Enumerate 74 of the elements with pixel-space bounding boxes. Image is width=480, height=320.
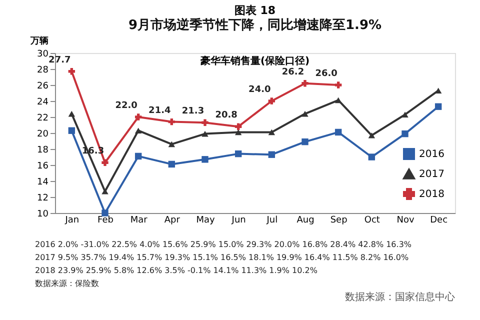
text: 2017 9.5% 35.7% 19.4% 15.7% 19.3% 15.1% 16.5% 18.1% 19.9% 16.4% 11.5% 8.2% 16.0% [35, 253, 410, 262]
point [134, 114, 142, 120]
point [302, 110, 308, 117]
point [368, 132, 376, 138]
point [368, 154, 376, 160]
point [402, 112, 408, 118]
point [234, 129, 242, 136]
x-tick-label: Jan [64, 216, 80, 226]
point [268, 98, 276, 104]
point [268, 151, 276, 158]
point [102, 159, 108, 166]
point [234, 123, 242, 130]
x-tick-label: Feb [98, 216, 114, 226]
y-tick-label: 16 [37, 162, 49, 172]
y-tick-label: 18 [37, 146, 49, 156]
point [68, 127, 76, 134]
x-tick-label: Oct [364, 216, 380, 226]
point [68, 110, 76, 117]
point [134, 152, 142, 160]
point [168, 160, 176, 168]
annotation: 豪华车销售量(保险口径) [199, 55, 310, 67]
x-tick-label: Jul [266, 216, 278, 226]
y-tick-label: 26 [37, 82, 49, 92]
point [434, 103, 442, 110]
x-tick-label: Mar [130, 216, 148, 226]
x-tick-label: May [196, 216, 216, 226]
source-note: 数据来源：国家信息中心 [345, 291, 455, 303]
data-label: 22.0 [115, 101, 138, 111]
legend-label: 2016 [419, 149, 444, 160]
point [334, 128, 342, 136]
x-tick-label: Jun [230, 216, 246, 226]
legend-label: 2017 [419, 169, 444, 180]
data-label: 24.0 [248, 85, 271, 95]
x-tick-label: Aug [296, 216, 314, 226]
chart-subtitle: 9月市场逆季节性下降，同比增速降至1.9% [128, 17, 382, 33]
data-label: 21.4 [148, 106, 171, 116]
point [202, 156, 208, 163]
point [202, 119, 208, 126]
x-tick-label: Sep [330, 216, 348, 226]
text: 2016 2.0% -31.0% 22.5% 4.0% 15.6% 25.9% 15.0% 29.3% 20.0% 16.8% 28.4% 42.8% 16.3% [35, 240, 412, 249]
y-tick-label: 12 [37, 194, 48, 204]
data-label: 26.2 [282, 67, 304, 78]
point [302, 80, 308, 87]
text: 2018 23.9% 25.9% 5.8% 12.6% 3.5% -0.1% 14.1% 11.3% 1.9% 10.2% [35, 266, 318, 275]
y-tick-label: 24 [37, 98, 49, 108]
x-tick-label: Apr [164, 216, 180, 226]
point [102, 188, 108, 194]
point [402, 130, 408, 138]
y-tick-label: 22 [37, 114, 48, 124]
data-label: 20.8 [215, 110, 238, 121]
point [334, 82, 342, 88]
data-label: 21.3 [182, 106, 204, 117]
point [68, 68, 76, 75]
y-tick-label: 10 [37, 210, 49, 220]
y-tick-label: 30 [37, 50, 49, 60]
chart-title: 图表 18 [234, 4, 276, 17]
data-label: 26.0 [315, 69, 338, 79]
point [334, 97, 342, 104]
point [168, 118, 176, 126]
x-tick-label: Nov [396, 216, 415, 226]
point [234, 150, 242, 158]
legend-label: 2018 [419, 189, 444, 200]
point [302, 138, 308, 146]
point [134, 128, 142, 134]
y-axis-title: 万辆 [30, 36, 48, 46]
y-tick-label: 14 [37, 178, 49, 188]
x-tick-label: Dec [430, 216, 448, 226]
point [202, 130, 208, 137]
data-label: 27.7 [48, 55, 71, 66]
point [168, 141, 176, 148]
y-tick-label: 28 [37, 66, 49, 76]
source-note: 数据来源：保险数 [35, 279, 99, 288]
y-tick-label: 20 [37, 130, 49, 140]
point [268, 129, 276, 136]
